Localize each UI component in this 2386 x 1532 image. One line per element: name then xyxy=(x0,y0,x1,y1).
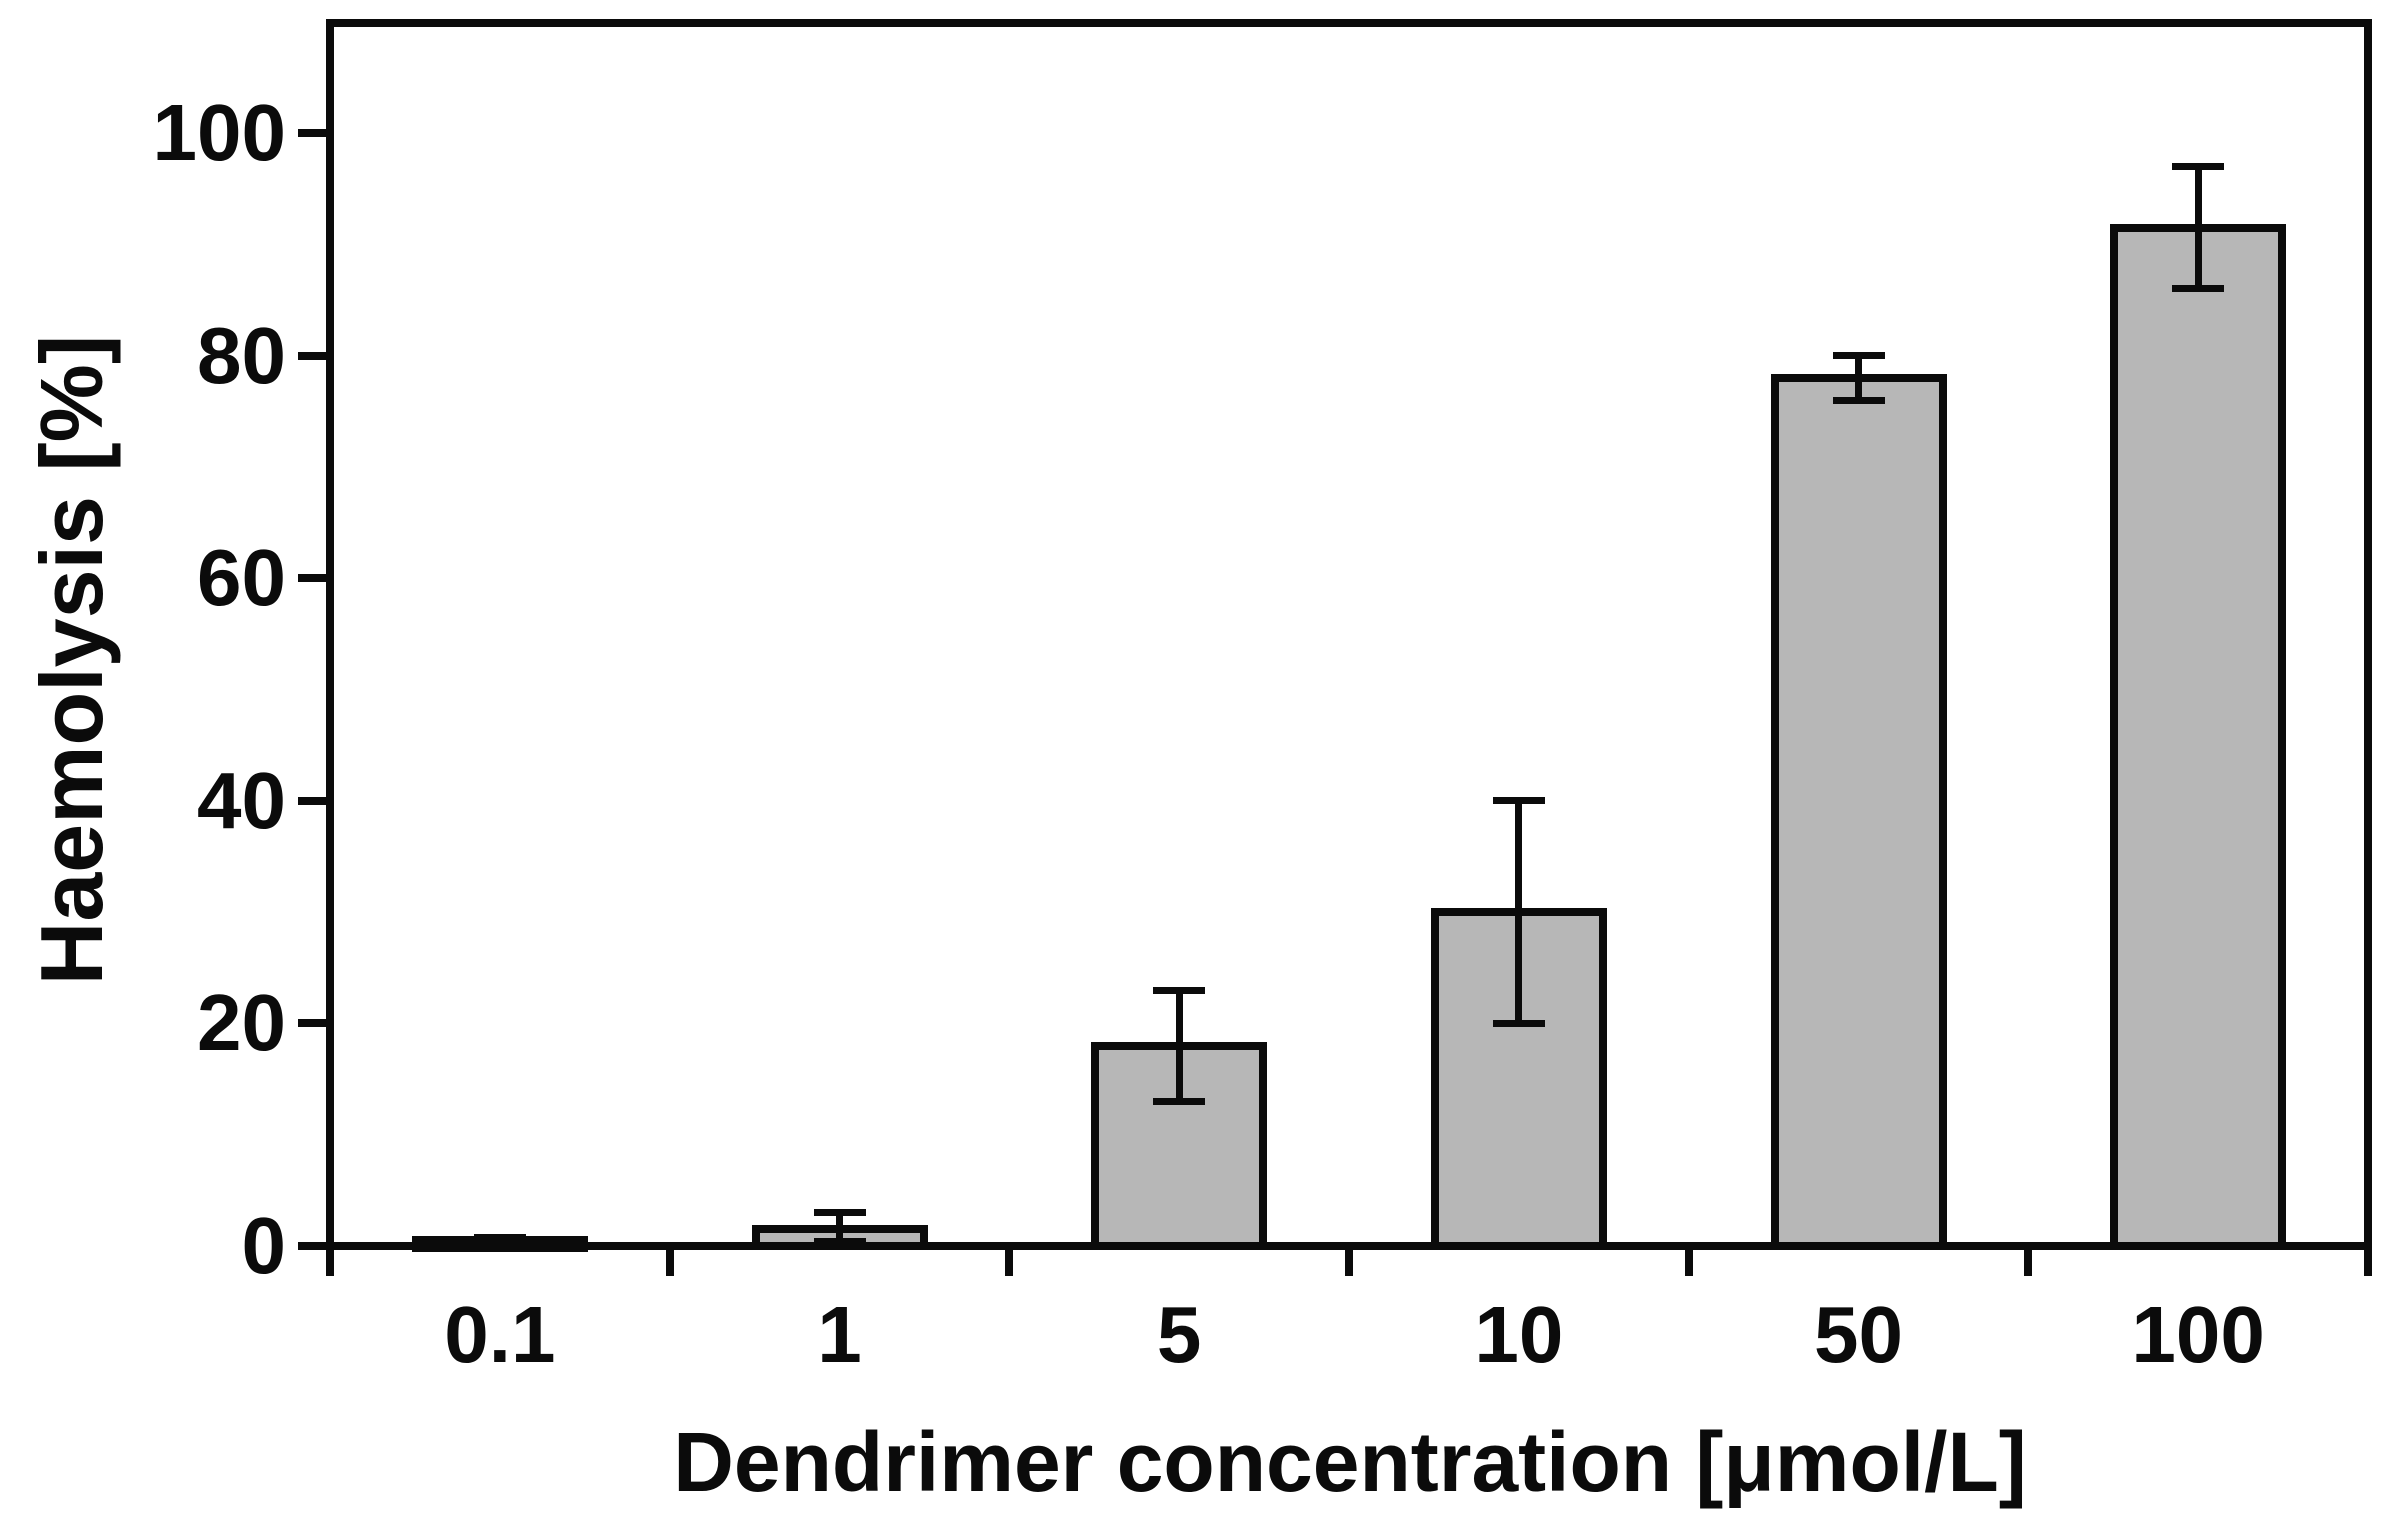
y-axis-tick-label: 100 xyxy=(152,88,286,177)
x-axis-tick-label: 10 xyxy=(1474,1290,1564,1379)
y-axis-tick-label: 60 xyxy=(197,533,286,623)
y-axis-title: Haemolysis [%] xyxy=(22,334,121,986)
bar xyxy=(2110,223,2287,1250)
y-axis-tick-label: 0 xyxy=(241,1201,287,1290)
y-axis-tick xyxy=(298,796,326,805)
error-bar-cap-bottom xyxy=(1153,1097,1206,1105)
error-bar-line xyxy=(836,1209,843,1246)
plot-frame xyxy=(326,19,2372,1250)
error-bar-cap-bottom xyxy=(1492,1019,1545,1027)
y-axis-tick xyxy=(298,129,326,137)
x-axis-tick-label: 50 xyxy=(1814,1290,1903,1379)
bar xyxy=(1770,373,1947,1250)
y-axis-tick-label: 20 xyxy=(197,978,286,1068)
error-bar-cap-top xyxy=(1492,797,1545,805)
x-axis-tick xyxy=(326,1250,334,1276)
y-axis-tick xyxy=(298,351,326,360)
error-bar-line xyxy=(1175,986,1183,1105)
error-bar-cap-top xyxy=(2172,162,2225,170)
x-axis-title: Dendrimer concentration [μmol/L] xyxy=(673,1415,2027,1509)
error-bar-cap-bottom xyxy=(473,1240,526,1248)
error-bar-cap-bottom xyxy=(1832,396,1885,404)
y-axis-tick xyxy=(298,1242,326,1250)
x-axis-tick xyxy=(665,1250,674,1276)
y-axis-tick-label: 80 xyxy=(197,310,286,400)
error-bar-cap-top xyxy=(1153,986,1206,994)
x-axis-tick-label: 100 xyxy=(2131,1290,2265,1379)
x-axis-tick xyxy=(1684,1250,1693,1276)
y-axis-tick-label: 40 xyxy=(197,755,286,845)
x-axis-tick xyxy=(1005,1250,1014,1276)
error-bar-line xyxy=(2194,162,2202,293)
x-axis-tick-label: 5 xyxy=(1156,1290,1202,1379)
x-axis-tick xyxy=(2364,1250,2372,1276)
error-bar-line xyxy=(1515,797,1523,1027)
x-axis-tick-label: 1 xyxy=(817,1290,862,1379)
error-bar-cap-top xyxy=(1832,352,1885,360)
x-axis-tick xyxy=(2024,1250,2033,1276)
error-bar-line xyxy=(1855,352,1862,404)
y-axis-tick xyxy=(298,1019,326,1028)
error-bar-cap-top xyxy=(813,1209,866,1217)
error-bar-cap-bottom xyxy=(2172,285,2225,293)
error-bar-cap-bottom xyxy=(813,1238,866,1246)
x-axis-tick xyxy=(1345,1250,1353,1276)
y-axis-tick xyxy=(298,574,326,583)
error-bar-cap-top xyxy=(473,1233,526,1241)
x-axis-tick-label: 0.1 xyxy=(444,1290,556,1379)
